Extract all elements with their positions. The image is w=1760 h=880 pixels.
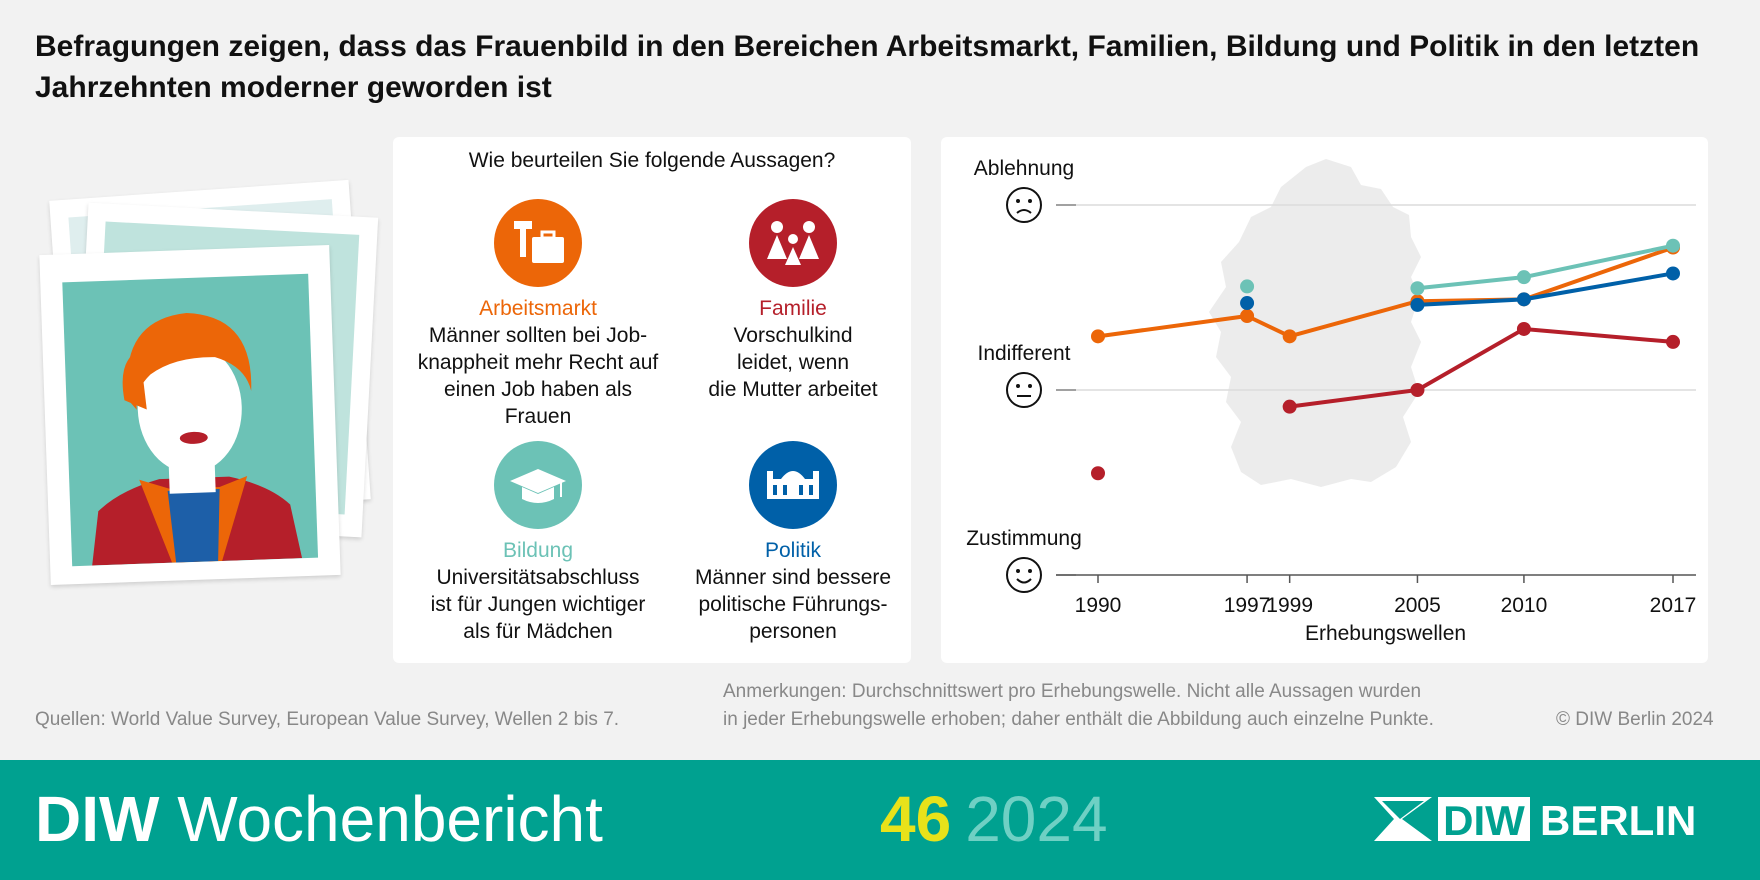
statements-panel: Wie beurteilen Sie folgende Aussagen? Ar… — [393, 137, 911, 663]
series-familie — [1091, 321, 1680, 481]
data-point — [1282, 329, 1297, 344]
notes-line-2: in jeder Erhebungswelle erhoben; daher e… — [723, 709, 1434, 730]
item-label: Arbeitsmarkt — [479, 297, 597, 320]
y-axis-label: Ablehnung — [974, 157, 1074, 180]
data-point — [1240, 279, 1255, 294]
issue-info: 46 2024 — [880, 784, 1108, 854]
data-point — [1410, 281, 1425, 296]
y-axis-label: Zustimmung — [966, 527, 1082, 550]
sources-note: Quellen: World Value Survey, European Va… — [35, 709, 620, 730]
brand-bold: DIW — [35, 783, 160, 855]
series-line — [1097, 245, 1674, 339]
question-title: Wie beurteilen Sie folgende Aussagen? — [468, 149, 836, 172]
hammer-briefcase-icon — [494, 199, 582, 287]
item-description: Männer sollten bei Job- knappheit mehr R… — [417, 324, 659, 428]
series-politik — [1240, 266, 1680, 312]
sad-face-icon — [1006, 187, 1042, 223]
data-point — [1516, 292, 1531, 307]
x-tick-label: 1990 — [1075, 594, 1122, 617]
issue-number: 46 — [880, 783, 952, 855]
series-bildung — [1240, 238, 1680, 296]
data-point — [1091, 466, 1105, 481]
item-label: Familie — [759, 297, 827, 320]
data-point — [1240, 296, 1255, 311]
series-line — [1289, 326, 1674, 409]
item-label: Bildung — [502, 539, 574, 562]
logo-diw: DIW — [1443, 797, 1525, 844]
brand-title: DIW Wochenbericht — [35, 784, 603, 854]
notes-line-1: Anmerkungen: Durchschnittswert pro Erheb… — [723, 681, 1422, 702]
data-point — [1410, 383, 1425, 397]
data-point — [1666, 238, 1680, 253]
data-point — [1666, 334, 1680, 349]
copyright: © DIW Berlin 2024 — [1556, 709, 1714, 730]
data-point — [1410, 297, 1425, 312]
x-tick-label: 1997 — [1224, 594, 1271, 617]
item-politik: Politik Männer sind bessere politische F… — [663, 441, 923, 645]
line-chart: Ablehnung Indifferent Zustimmung 1990 19971… — [966, 157, 1697, 645]
woman-portrait-icon — [92, 313, 303, 566]
issue-year: 2024 — [965, 783, 1108, 855]
germany-map-icon — [1209, 159, 1421, 487]
neutral-face-icon — [1006, 372, 1042, 408]
family-icon — [749, 199, 837, 287]
data-point — [1091, 329, 1105, 344]
data-point — [1282, 399, 1297, 414]
parliament-icon — [749, 441, 837, 529]
item-description: Universitätsabschluss ist für Jungen wic… — [430, 566, 646, 643]
x-tick-label: 2017 — [1650, 594, 1697, 617]
x-axis-title: Erhebungswellen — [1305, 622, 1466, 645]
diw-berlin-logo: DIW BERLIN — [1374, 797, 1696, 844]
y-axis-label: Indifferent — [977, 342, 1070, 365]
data-point — [1516, 321, 1531, 336]
item-arbeitsmarkt: Arbeitsmarkt Männer sollten bei Job- kna… — [408, 199, 668, 430]
item-description: Männer sind bessere politische Führungs-… — [694, 566, 892, 643]
x-tick-label: 2010 — [1501, 594, 1548, 617]
brand-rest: Wochenbericht — [159, 783, 603, 855]
x-tick-label: 1999 — [1266, 594, 1313, 617]
logo-berlin: BERLIN — [1540, 797, 1696, 844]
portrait-illustration — [39, 170, 420, 670]
item-bildung: Bildung Universitätsabschluss ist für Ju… — [408, 441, 668, 645]
item-familie: Familie Vorschulkind leidet, wenn die Mu… — [663, 199, 923, 403]
happy-face-icon — [1006, 557, 1042, 593]
graduation-cap-icon — [494, 441, 582, 529]
headline: Befragungen zeigen, dass das Frauenbild … — [35, 30, 1700, 104]
x-tick-label: 2005 — [1394, 594, 1441, 617]
data-point — [1516, 270, 1531, 285]
data-point — [1240, 309, 1255, 323]
item-description: Vorschulkind leidet, wenn die Mutter arb… — [708, 324, 878, 401]
item-label: Politik — [764, 539, 822, 562]
data-point — [1666, 266, 1680, 281]
